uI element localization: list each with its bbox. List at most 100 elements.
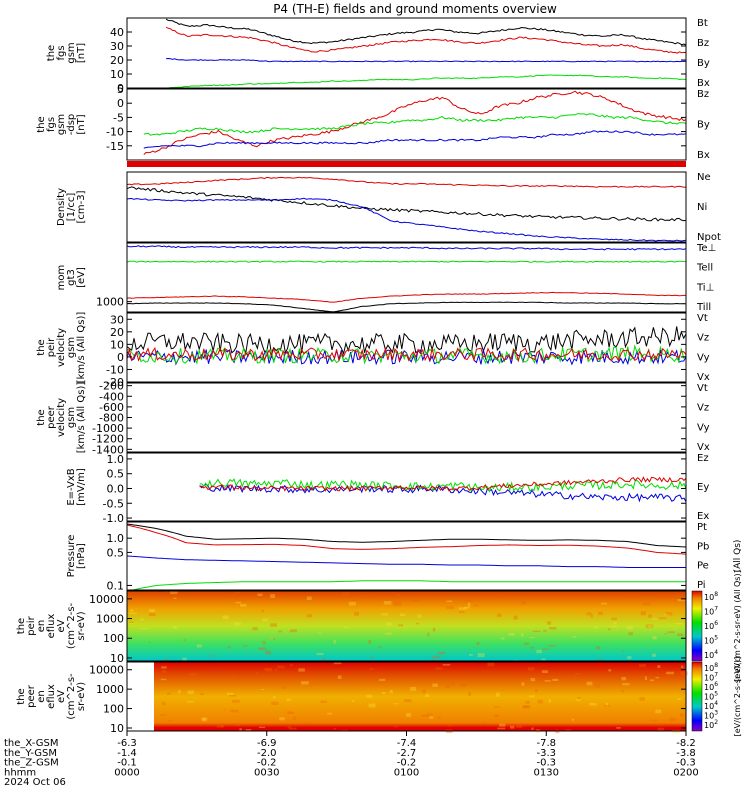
- legend-Vt: Vt: [697, 313, 708, 324]
- legend-Ni: Ni: [697, 202, 707, 213]
- heatmap-texture-9: [536, 649, 542, 654]
- heatmap-texture-105: [476, 642, 480, 646]
- heatmap-texture-37: [306, 596, 312, 601]
- heatmap-texture-132: [611, 617, 617, 621]
- x-tick-label: -3.8: [676, 748, 696, 759]
- legend-Ne: Ne: [697, 172, 711, 183]
- x-tick-label: -7.4: [397, 738, 417, 749]
- heatmap-texture-1: [523, 705, 531, 708]
- heatmap-texture-22: [140, 628, 149, 630]
- colorbar-tick-label: 102: [704, 719, 718, 730]
- heatmap-texture-126: [320, 700, 327, 703]
- colorbar-tick-label: 103: [704, 710, 718, 721]
- heatmap-texture-132: [279, 717, 285, 721]
- y-tick-label: 10: [110, 652, 124, 665]
- heatmap-texture-100: [437, 716, 441, 719]
- heatmap-texture-7: [404, 699, 412, 703]
- legend-Pt: Pt: [697, 522, 707, 533]
- y-axis-label: peir: [26, 615, 37, 635]
- series-Pi-line: [127, 580, 686, 591]
- y-axis-label: en: [36, 620, 47, 633]
- x-tick-label: -0.3: [536, 758, 556, 769]
- heatmap-texture-60: [230, 675, 235, 679]
- panel-4: 1000 mom gt3 [eV] Te⊥ Tell Ti⊥ Till: [56, 242, 716, 313]
- heatmap-texture-53: [381, 613, 388, 616]
- heatmap-texture-61: [639, 697, 645, 701]
- x-tick-label: -2.7: [397, 748, 417, 759]
- legend-Vx: Vx: [697, 372, 710, 383]
- heatmap-texture-135: [316, 652, 324, 656]
- heatmap-texture-74: [398, 624, 404, 627]
- heatmap-texture-130: [271, 701, 279, 706]
- heatmap-texture-32: [161, 666, 167, 669]
- legend-Tell: Tell: [696, 263, 713, 274]
- y-tick-label: 10: [110, 722, 124, 735]
- heatmap-texture-54: [621, 650, 625, 652]
- heatmap-texture-15: [672, 729, 680, 734]
- heatmap-texture-101: [493, 595, 498, 600]
- legend-Vz: Vz: [697, 333, 709, 344]
- legend-By: By: [697, 58, 710, 69]
- y-tick-label: 100: [103, 632, 124, 645]
- legend-Te⊥: Te⊥: [696, 243, 716, 254]
- heatmap-texture-38: [652, 636, 657, 640]
- heatmap-texture-117: [644, 676, 648, 680]
- heatmap-texture-23: [287, 712, 295, 715]
- y-tick-label: 1000: [96, 613, 124, 626]
- heatmap-texture-99: [227, 645, 231, 649]
- heatmap-texture-70: [351, 599, 358, 602]
- heatmap-texture-67: [535, 689, 538, 693]
- y-tick-label: -0.5: [103, 497, 124, 510]
- y-tick-label: 0.1: [107, 579, 125, 592]
- heatmap-texture-48: [139, 618, 144, 621]
- heatmap-texture-125: [427, 713, 433, 717]
- panel-frame: [126, 88, 687, 161]
- heatmap-texture-131: [482, 722, 486, 725]
- heatmap-texture-34: [642, 602, 651, 606]
- heatmap-texture-59: [413, 599, 421, 602]
- y-axis-label: [nT]: [76, 43, 87, 63]
- y-axis-label: (cm^2-s-: [66, 602, 77, 649]
- colorbar: [691, 661, 703, 732]
- heatmap-texture-9: [655, 676, 660, 679]
- heatmap-texture-124: [546, 621, 552, 625]
- y-tick-label: -20: [106, 376, 124, 389]
- heatmap-texture-45: [148, 641, 151, 643]
- heatmap-texture-75: [445, 684, 451, 689]
- heatmap-texture-40: [657, 665, 661, 669]
- heatmap-texture-55: [474, 604, 479, 607]
- y-axis-label: [nPa]: [76, 543, 87, 569]
- series-Bz-line: [165, 26, 687, 54]
- heatmap-texture-97: [129, 612, 137, 615]
- x-tick-label: -7.8: [536, 738, 556, 749]
- legend-Pi: Pi: [697, 580, 706, 591]
- heatmap-texture-73: [648, 614, 652, 618]
- heatmap-texture-79: [366, 694, 373, 698]
- panel-frame: [126, 590, 687, 662]
- heatmap-texture-115: [130, 609, 134, 612]
- heatmap-texture-56: [337, 675, 342, 680]
- x-tick-label: 0130: [534, 767, 559, 778]
- heatmap-texture-62: [160, 714, 167, 716]
- heatmap-texture-124: [655, 709, 662, 714]
- heatmap-texture-39: [487, 662, 495, 667]
- heatmap-texture-67: [170, 591, 178, 595]
- heatmap-texture-115: [287, 726, 292, 729]
- y-tick-label: 1.0: [107, 532, 125, 545]
- heatmap-texture-98: [529, 636, 535, 639]
- heatmap-texture-86: [664, 614, 670, 616]
- y-axis-label: [km/s (All Qs)]: [76, 382, 87, 454]
- heatmap-texture-44: [463, 606, 470, 609]
- heatmap-texture-130: [393, 602, 402, 607]
- y-axis-label: the: [36, 409, 47, 425]
- series-By-line: [143, 113, 687, 136]
- y-axis-label: eV: [56, 619, 67, 632]
- heatmap-texture-21: [344, 626, 348, 629]
- legend-Ti⊥: Ti⊥: [696, 282, 714, 293]
- heatmap-texture-28: [520, 633, 524, 637]
- heatmap-texture-29: [548, 698, 551, 703]
- y-axis-label: the: [46, 45, 57, 61]
